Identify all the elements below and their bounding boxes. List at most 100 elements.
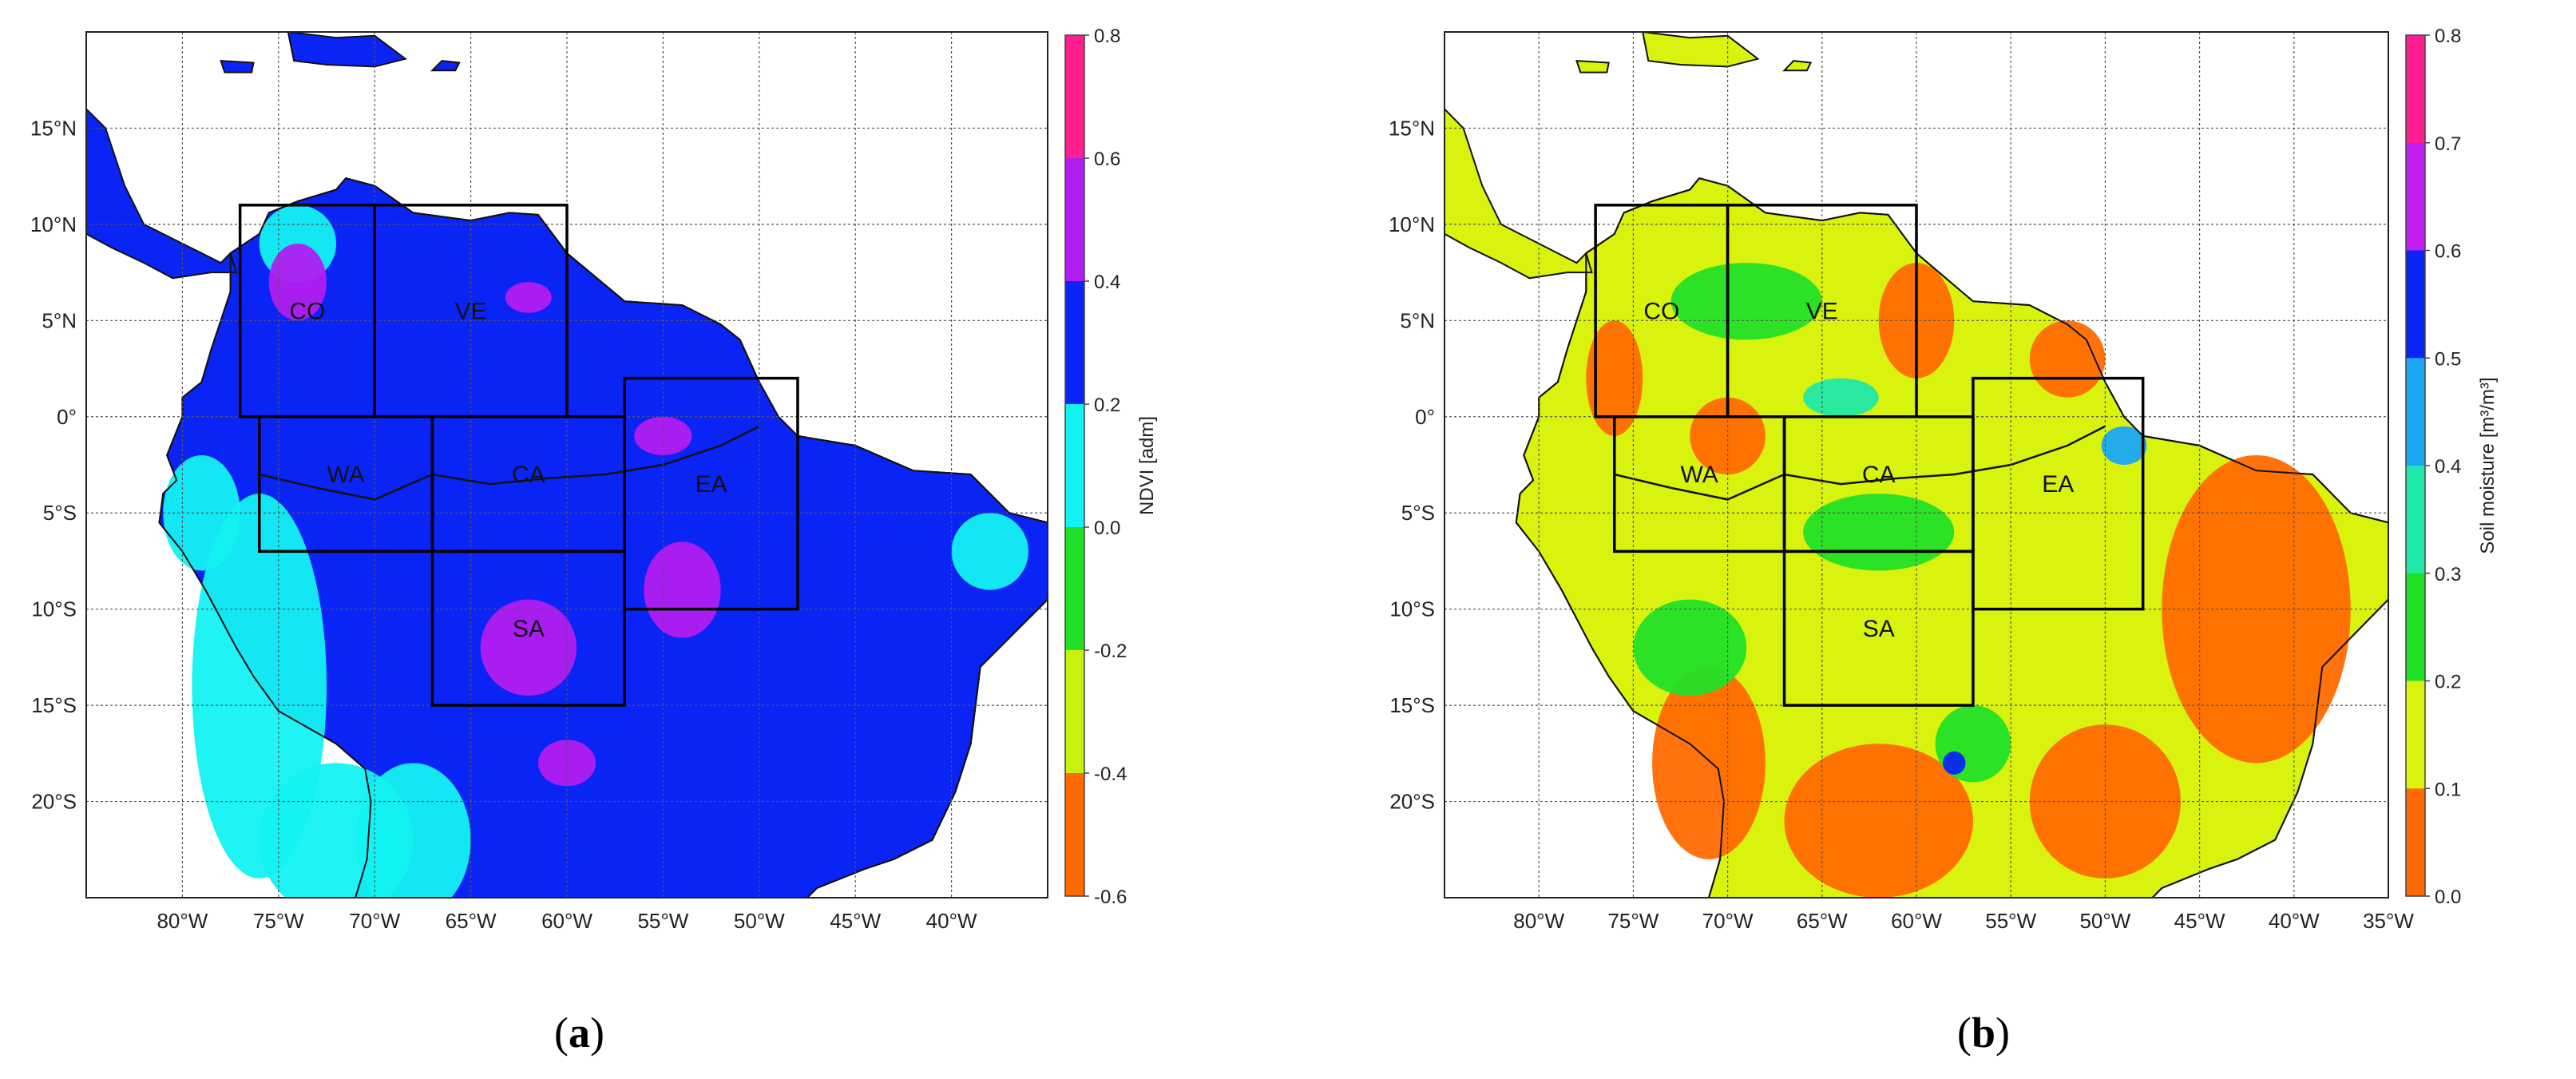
- longitude-tick-label: 45°W: [2174, 909, 2225, 933]
- colorbar-tick-label: 0.3: [2435, 564, 2461, 585]
- latitude-tick-label: 10°S: [1389, 597, 1435, 621]
- latitude-tick-label: 5°S: [43, 501, 77, 525]
- colorbar-segment: [1065, 773, 1084, 897]
- colorbar-segment: [2406, 142, 2425, 251]
- colorbar-tick-label: 0.2: [2435, 672, 2461, 693]
- latitude-tick-label: 10°N: [1389, 212, 1435, 236]
- longitude-tick-label: 75°W: [253, 909, 304, 933]
- colorbar-segment: [2406, 788, 2425, 897]
- colorbar-tick-label: -0.2: [1094, 641, 1127, 662]
- colorbar-tick-label: 0.1: [2435, 779, 2461, 800]
- longitude-tick-label: 80°W: [157, 909, 208, 933]
- longitude-tick-label: 55°W: [1985, 909, 2036, 933]
- longitude-tick-label: 70°W: [349, 909, 400, 933]
- region-label-wa: WA: [1681, 462, 1718, 488]
- colorbar-tick-label: 0.2: [1094, 395, 1120, 416]
- region-box-ea: [1972, 376, 2145, 611]
- colorbar-tick-label: 0.6: [2435, 241, 2461, 263]
- soil-moisture-caption: (b): [1957, 1009, 2011, 1057]
- colorbar-tick-label: 0.4: [1094, 272, 1120, 293]
- amazon-river: [259, 425, 760, 501]
- latitude-tick-label: 20°S: [1389, 790, 1435, 814]
- central-america-landmass: [1445, 107, 1593, 280]
- soil-moisture-panel: CO VE WA CA EA SA 80°W 75°W 70°W 65°W 60°W 55°W 50°W…: [1288, 0, 2576, 1075]
- colorbar-tick-label: 0.8: [2435, 26, 2461, 47]
- value-patch: [644, 541, 721, 638]
- latitude-tick-label: 20°S: [31, 790, 77, 814]
- region-label-ca: CA: [512, 462, 545, 488]
- longitude-tick-label: 70°W: [1702, 909, 1754, 933]
- caribbean-island: [1782, 60, 1813, 72]
- value-patch: [1586, 320, 1643, 436]
- region-label-ve: VE: [455, 298, 487, 324]
- latitude-tick-label: 15°S: [1389, 693, 1435, 717]
- value-patch: [2029, 724, 2181, 879]
- colorbar-segment: [2406, 680, 2425, 789]
- region-box-sa: [1782, 549, 1975, 707]
- longitude-tick-label: 80°W: [1513, 909, 1564, 933]
- region-label-sa: SA: [513, 616, 545, 642]
- longitude-tick-label: 65°W: [446, 909, 497, 933]
- value-patch: [1633, 599, 1747, 696]
- caribbean-island: [430, 60, 461, 72]
- colorbar-segment: [1065, 650, 1084, 774]
- colorbar-segment: [1065, 281, 1084, 405]
- colorbar-segment: [1065, 35, 1084, 159]
- value-patch: [505, 282, 552, 313]
- value-patch: [2029, 320, 2106, 398]
- central-america-landmass: [86, 107, 238, 280]
- region-label-sa: SA: [1863, 616, 1895, 642]
- longitude-tick-label: 65°W: [1797, 909, 1848, 933]
- region-label-ea: EA: [2042, 471, 2074, 498]
- colorbar-segment: [2406, 250, 2425, 359]
- longitude-tick-label: 35°W: [2363, 909, 2414, 933]
- latitude-tick-label: 10°S: [31, 597, 77, 621]
- value-patch: [1943, 751, 1966, 775]
- colorbar-tick-label: -0.4: [1094, 764, 1127, 785]
- region-box-ea: [623, 376, 799, 611]
- value-patch: [1670, 263, 1822, 340]
- latitude-tick-label: 15°S: [31, 693, 77, 717]
- longitude-tick-label: 60°W: [541, 909, 592, 933]
- latitude-tick-label: 0°: [1415, 405, 1435, 429]
- latitude-tick-label: 15°N: [30, 116, 77, 140]
- colorbar-label: Soil moisture [m³/m³]: [2477, 377, 2499, 553]
- colorbar-segment: [2406, 573, 2425, 681]
- longitude-tick-label: 75°W: [1607, 909, 1659, 933]
- value-patch: [2101, 426, 2147, 466]
- colorbar-tick-label: -0.6: [1094, 887, 1127, 908]
- ndvi-caption: (a): [554, 1009, 604, 1057]
- colorbar-tick-label: 0.6: [1094, 149, 1120, 170]
- value-patch: [1784, 744, 1973, 898]
- latitude-tick-label: 15°N: [1389, 116, 1435, 140]
- value-patch: [537, 740, 596, 787]
- region-label-ca: CA: [1862, 462, 1896, 488]
- value-patch: [951, 513, 1028, 590]
- map-frame: [1444, 31, 2389, 899]
- colorbar-tick-label: 0.0: [2435, 887, 2461, 908]
- ndvi-map: CO VE WA CA EA SA 80°W 75°W 70°W 65°W 60°W 55°W 50°W…: [30, 26, 1158, 933]
- longitude-tick-label: 50°W: [734, 909, 785, 933]
- latitude-tick-label: 5°S: [1401, 501, 1435, 525]
- colorbar-segment: [1065, 158, 1084, 282]
- longitude-tick-label: 40°W: [2269, 909, 2320, 933]
- soil-moisture-map: CO VE WA CA EA SA 80°W 75°W 70°W 65°W 60°W 55°W 50°W…: [1389, 26, 2499, 933]
- amazon-river: [1614, 425, 2106, 501]
- caribbean-island: [220, 60, 255, 73]
- colorbar-tick-label: 0.7: [2435, 133, 2461, 155]
- value-patch: [355, 763, 471, 898]
- region-label-ve: VE: [1806, 298, 1838, 324]
- region-label-co: CO: [1643, 298, 1679, 324]
- latitude-tick-label: 5°N: [42, 308, 77, 332]
- longitude-tick-label: 50°W: [2079, 909, 2130, 933]
- colorbar-tick-label: 0.4: [2435, 456, 2461, 478]
- colorbar-segment: [2406, 35, 2425, 144]
- latitude-tick-label: 0°: [57, 405, 77, 429]
- colorbar-segment: [2406, 358, 2425, 466]
- ndvi-panel: CO VE WA CA EA SA 80°W 75°W 70°W 65°W 60°W 55°W 50°W…: [0, 0, 1288, 1075]
- region-label-co: CO: [289, 298, 325, 324]
- longitude-tick-label: 40°W: [926, 909, 977, 933]
- colorbar-segment: [1065, 527, 1084, 651]
- colorbar-frame: [1064, 34, 1085, 897]
- value-patch: [1803, 378, 1879, 417]
